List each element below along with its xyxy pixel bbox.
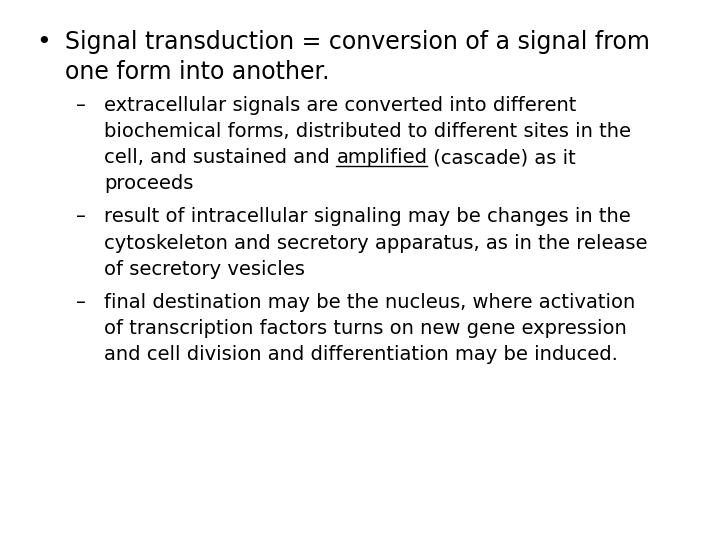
Text: of transcription factors turns on new gene expression: of transcription factors turns on new ge…: [104, 319, 627, 338]
Text: extracellular signals are converted into different: extracellular signals are converted into…: [104, 96, 577, 114]
Text: (cascade) as it: (cascade) as it: [428, 148, 576, 167]
Text: final destination may be the nucleus, where activation: final destination may be the nucleus, wh…: [104, 293, 636, 312]
Text: –: –: [76, 293, 86, 312]
Text: biochemical forms, distributed to different sites in the: biochemical forms, distributed to differ…: [104, 122, 631, 141]
Text: amplified: amplified: [336, 148, 428, 167]
Text: one form into another.: one form into another.: [65, 60, 329, 84]
Text: –: –: [76, 207, 86, 226]
Text: and cell division and differentiation may be induced.: and cell division and differentiation ma…: [104, 345, 618, 364]
Text: result of intracellular signaling may be changes in the: result of intracellular signaling may be…: [104, 207, 631, 226]
Text: –: –: [76, 96, 86, 114]
Text: •: •: [36, 30, 50, 53]
Text: Signal transduction = conversion of a signal from: Signal transduction = conversion of a si…: [65, 30, 649, 53]
Text: of secretory vesicles: of secretory vesicles: [104, 260, 305, 279]
Text: cell, and sustained and: cell, and sustained and: [104, 148, 336, 167]
Text: cytoskeleton and secretory apparatus, as in the release: cytoskeleton and secretory apparatus, as…: [104, 233, 648, 253]
Text: proceeds: proceeds: [104, 174, 194, 193]
